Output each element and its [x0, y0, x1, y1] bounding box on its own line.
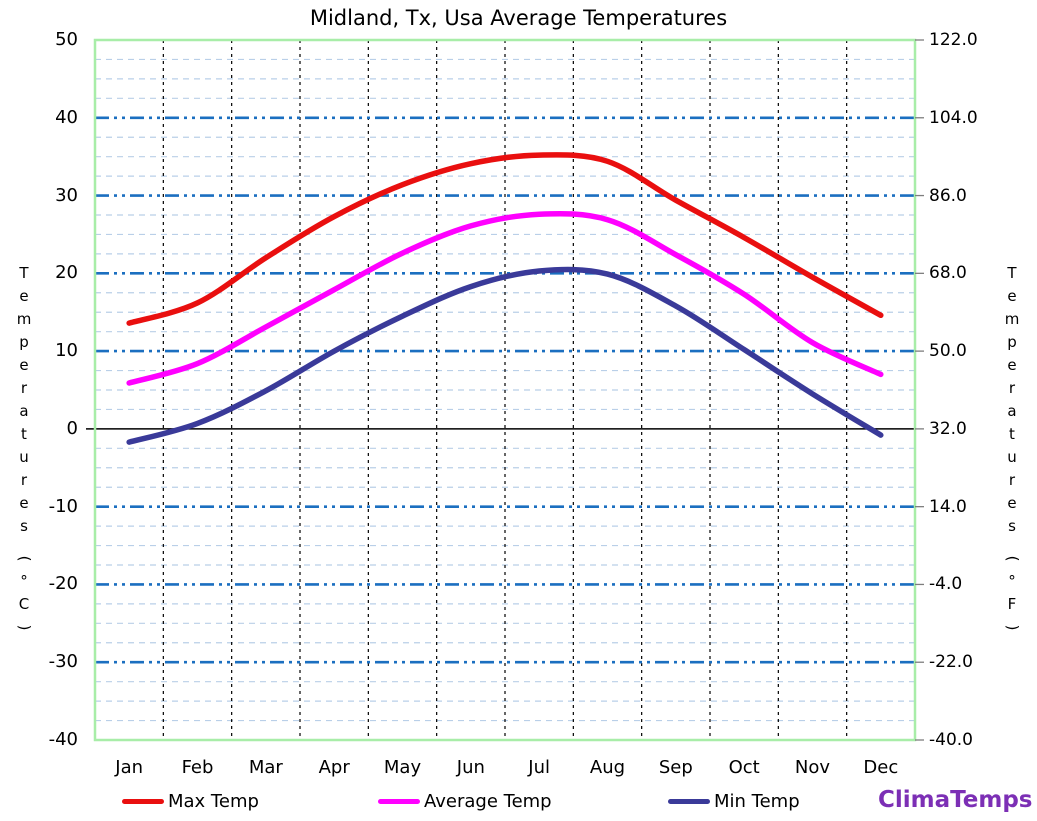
- y-tick-label-celsius: -40: [48, 729, 78, 750]
- y-tick-label-celsius: 50: [55, 29, 78, 50]
- x-tick-label-month: Jun: [456, 757, 485, 778]
- y-tick-label-celsius: 10: [55, 340, 78, 362]
- x-tick-label-month: Feb: [181, 757, 214, 778]
- legend-item-max-temp: Max Temp: [122, 789, 259, 813]
- legend-item-min-temp: Min Temp: [668, 789, 800, 813]
- y-tick-label-celsius: 20: [55, 262, 78, 284]
- y-tick-label-celsius: 30: [55, 184, 78, 206]
- climatemps-logo: ClimaTemps: [878, 787, 1033, 813]
- x-tick-label-month: Nov: [794, 757, 831, 778]
- y-tick-label-celsius: 40: [55, 106, 78, 128]
- x-tick-label-month: Sep: [658, 757, 693, 778]
- y-tick-label-celsius: -20: [48, 573, 78, 595]
- y-tick-label-fahrenheit: 32.0: [929, 418, 967, 439]
- x-tick-label-month: Aug: [589, 757, 626, 778]
- legend-label-max-temp: Max Temp: [168, 790, 259, 812]
- y-tick-label-fahrenheit: 14.0: [929, 496, 967, 517]
- y-tick-label-celsius: -10: [48, 495, 78, 517]
- x-tick-label-month: Jul: [528, 757, 551, 778]
- y-tick-label-celsius: 0: [66, 417, 78, 439]
- legend-item-average-temp: Average Temp: [378, 789, 552, 813]
- y-tick-label-celsius: -30: [48, 651, 78, 673]
- legend-label-average-temp: Average Temp: [424, 790, 552, 812]
- legend-swatch-min-temp: [668, 798, 710, 804]
- y-tick-label-fahrenheit: 50.0: [929, 341, 967, 362]
- plot-border: [93, 38, 917, 742]
- chart-title: Midland, Tx, Usa Average Temperatures: [309, 6, 728, 30]
- x-tick-label-month: Oct: [728, 757, 760, 778]
- series-line-average-temp: [126, 210, 884, 386]
- legend-label-min-temp: Min Temp: [714, 790, 800, 812]
- y-tick-label-fahrenheit: -22.0: [929, 652, 973, 673]
- series-line-max-temp: [126, 152, 884, 326]
- y-tick-label-fahrenheit: 68.0: [929, 263, 967, 284]
- y-tick-label-fahrenheit: 122.0: [929, 30, 978, 50]
- legend-swatch-average-temp: [378, 798, 420, 804]
- x-tick-label-month: Jan: [115, 757, 144, 778]
- y-tick-label-fahrenheit: 86.0: [929, 185, 967, 206]
- y-tick-label-fahrenheit: -4.0: [929, 574, 963, 595]
- legend-swatch-max-temp: [122, 798, 164, 804]
- series-line-min-temp: [126, 266, 884, 445]
- x-tick-label-month: May: [383, 757, 422, 778]
- y-tick-label-fahrenheit: 104.0: [929, 107, 978, 128]
- x-tick-label-month: Dec: [863, 757, 899, 778]
- y-tick-label-fahrenheit: -40.0: [929, 730, 973, 750]
- x-tick-label-month: Mar: [248, 757, 283, 778]
- x-tick-label-month: Apr: [318, 757, 350, 778]
